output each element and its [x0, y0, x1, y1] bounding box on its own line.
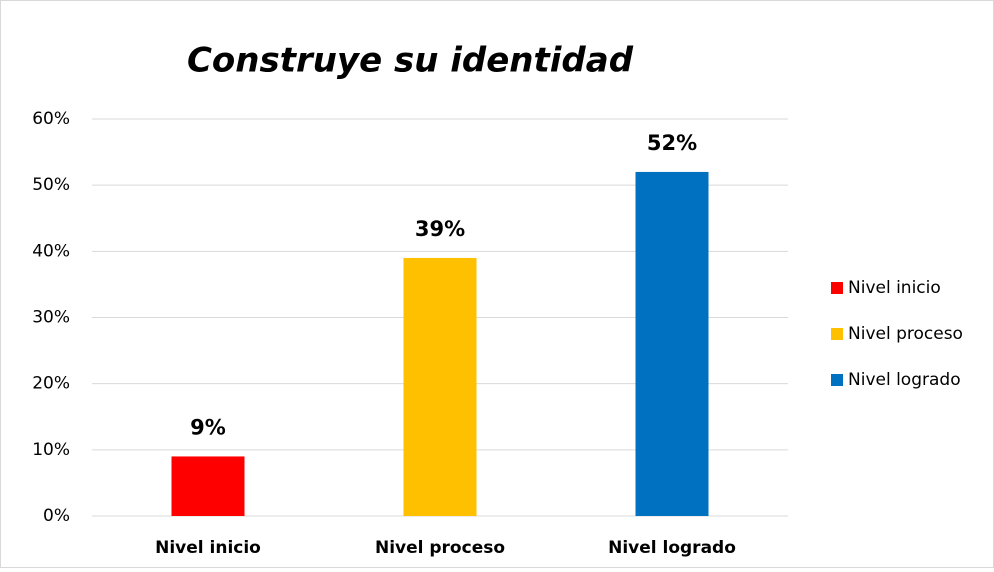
bar [171, 456, 245, 516]
bar [403, 257, 477, 516]
legend-swatch [831, 282, 843, 294]
y-tick-label: 60% [32, 109, 70, 129]
x-tick-label: Nivel logrado [608, 538, 736, 558]
y-tick-label: 40% [32, 241, 70, 261]
data-label: 9% [190, 415, 226, 439]
y-tick-label: 10% [32, 440, 70, 460]
bar [635, 171, 709, 516]
y-tick-label: 20% [32, 374, 70, 394]
x-tick-label: Nivel proceso [375, 538, 505, 558]
y-tick-label: 0% [43, 506, 70, 526]
y-tick-label: 50% [32, 175, 70, 195]
data-label: 52% [647, 131, 697, 155]
legend-label: Nivel logrado [848, 370, 961, 390]
x-tick-label: Nivel inicio [155, 538, 261, 558]
legend-label: Nivel proceso [848, 324, 963, 344]
chart-title: Construye su identidad [187, 41, 634, 81]
y-tick-label: 30% [32, 308, 70, 328]
data-label: 39% [415, 217, 465, 241]
legend-swatch [831, 328, 843, 340]
legend-label: Nivel inicio [848, 278, 941, 298]
legend-swatch [831, 374, 843, 386]
